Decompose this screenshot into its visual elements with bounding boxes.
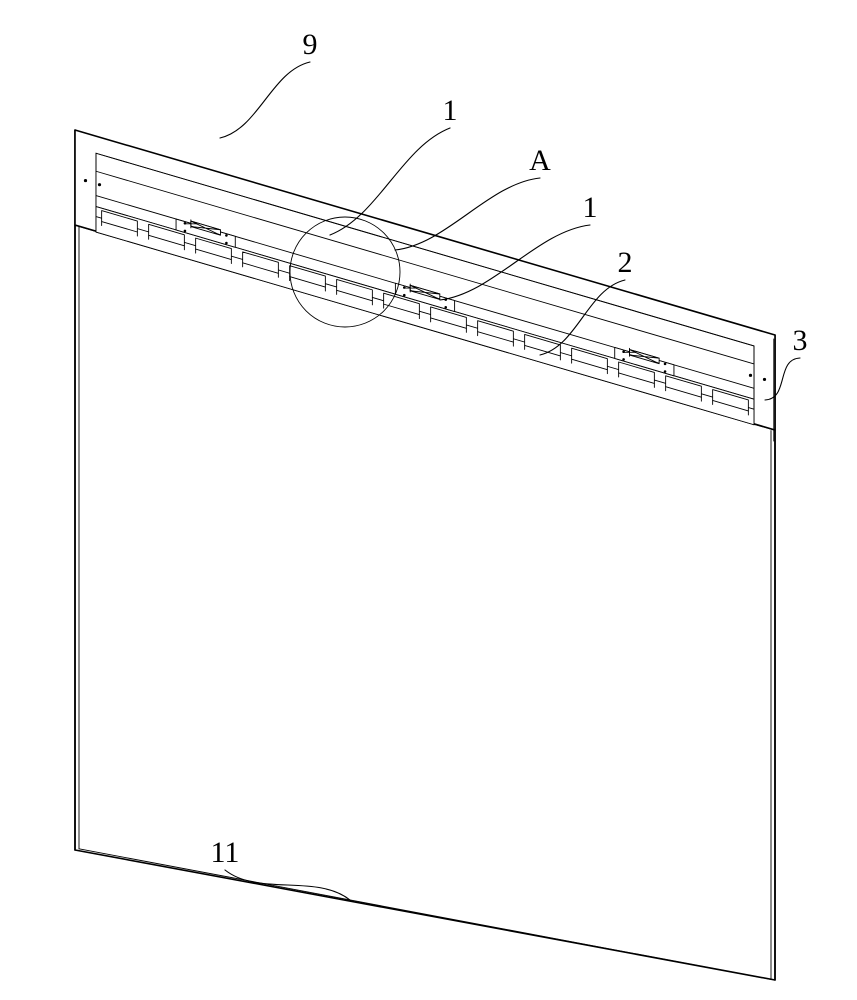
label-1a: 1 (443, 94, 458, 127)
label-3: 3 (793, 324, 808, 357)
isometric-cabinet (75, 130, 775, 980)
label-A: A (529, 144, 551, 177)
diagram-svg: 91A12311 (0, 0, 857, 1000)
label-9: 9 (303, 28, 318, 61)
label-11: 11 (211, 836, 240, 869)
label-1b: 1 (583, 191, 598, 224)
label-2: 2 (618, 246, 633, 279)
